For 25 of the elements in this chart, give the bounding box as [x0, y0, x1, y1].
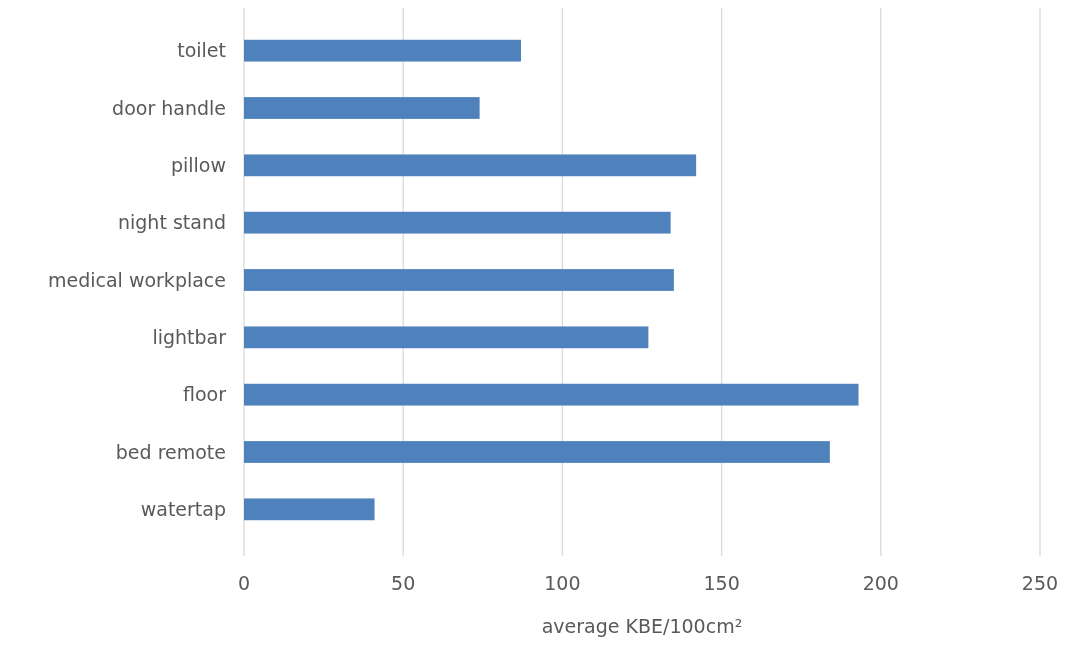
bar: [244, 97, 480, 119]
bar: [244, 383, 859, 406]
bar: [244, 154, 697, 177]
bar: [244, 326, 649, 349]
y-tick-label: night stand: [117, 211, 226, 234]
y-tick-label: bed remote: [115, 440, 226, 463]
bar: [244, 211, 671, 234]
y-tick-label: medical workplace: [47, 268, 226, 291]
y-tick-label: pillow: [170, 153, 226, 176]
y-tick-label: lightbar: [152, 325, 227, 348]
x-axis-title: average KBE/100cm²: [541, 615, 743, 637]
x-tick-label: 50: [391, 572, 416, 594]
x-tick-label: 100: [544, 572, 581, 594]
x-tick-label: 0: [237, 572, 251, 594]
y-tick-label: floor: [182, 383, 227, 406]
bar: [244, 269, 674, 291]
y-tick-label: watertap: [140, 497, 226, 520]
y-tick-label: door handle: [112, 96, 226, 119]
bar: [244, 498, 375, 521]
y-tick-label: toilet: [177, 39, 226, 62]
x-tick-label: 250: [1021, 572, 1059, 594]
bar: [244, 39, 522, 62]
x-tick-label: 150: [703, 572, 740, 594]
bar: [244, 441, 830, 463]
x-tick-label: 200: [862, 572, 899, 594]
